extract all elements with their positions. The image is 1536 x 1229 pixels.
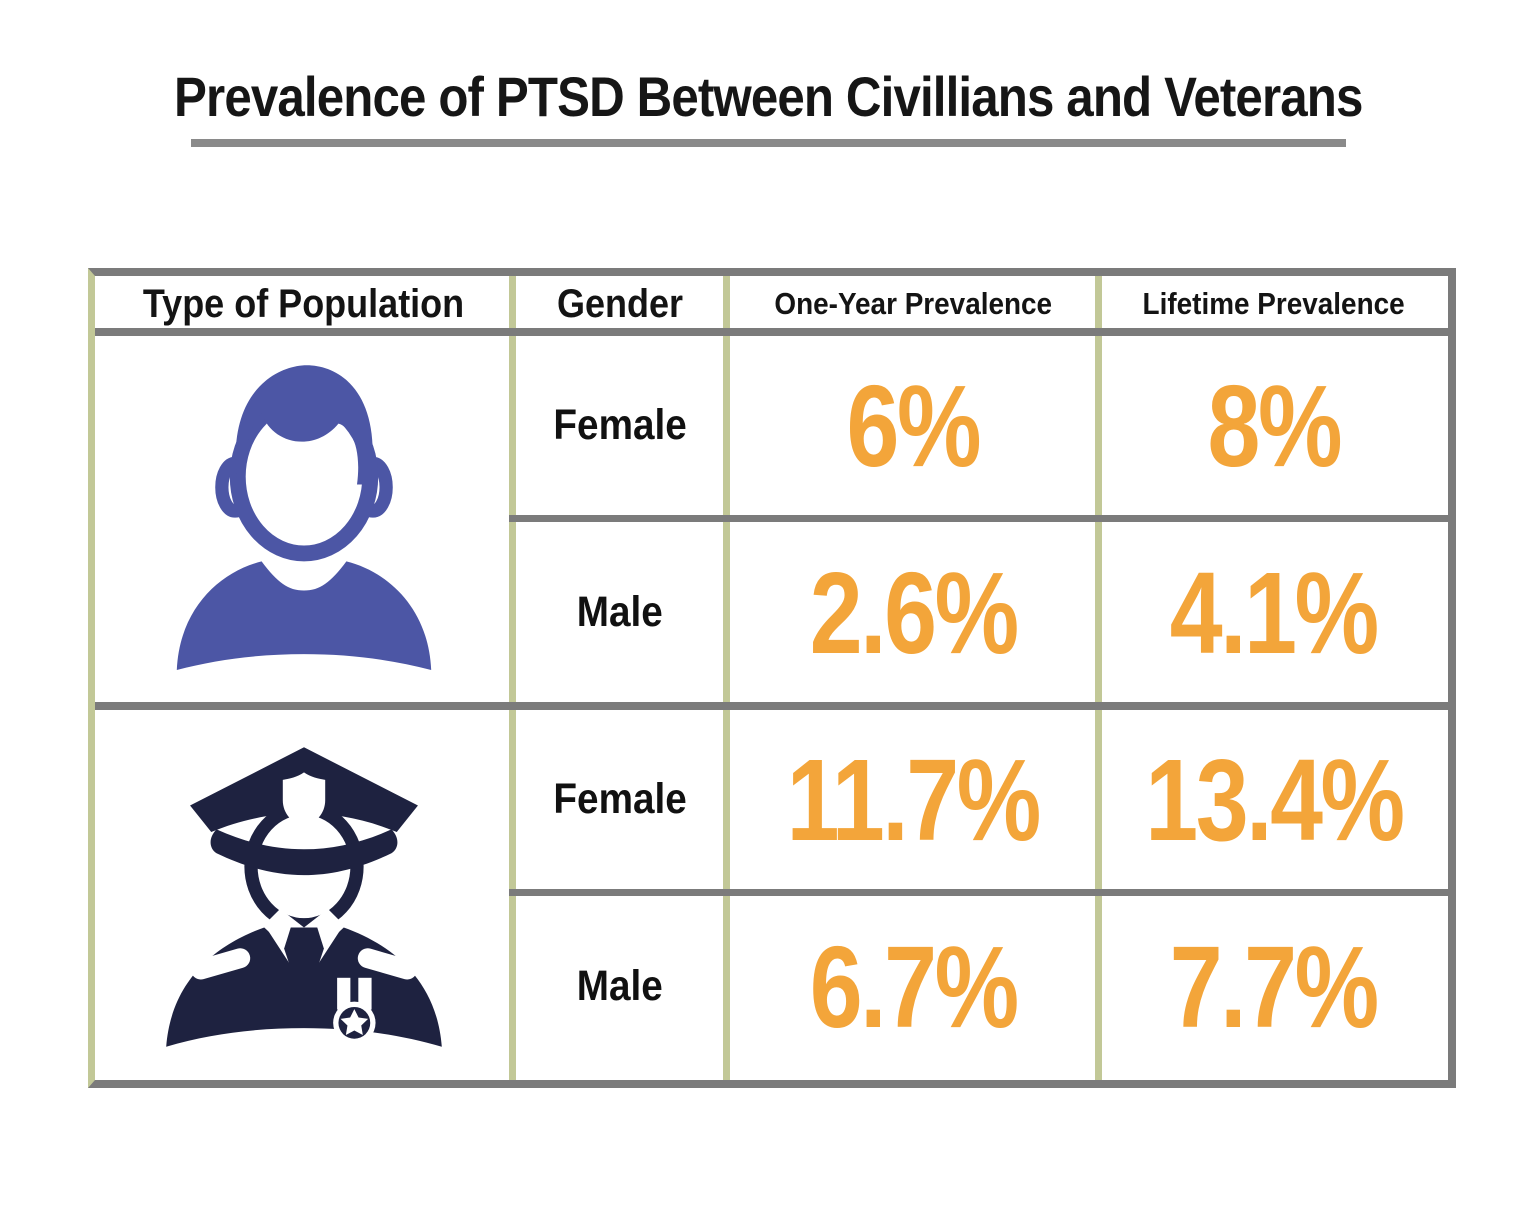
- value-cell-one-year: 2.6%: [727, 519, 1099, 706]
- gender-cell: Female: [513, 706, 727, 893]
- row-divider: [509, 515, 1448, 522]
- value-cell-lifetime: 7.7%: [1099, 893, 1448, 1080]
- column-divider: [1095, 276, 1102, 1080]
- column-header-label: Lifetime Prevalence: [1142, 286, 1405, 321]
- ptsd-prevalence-table: Type of Population Gender One-Year Preva…: [88, 268, 1456, 1088]
- column-header-gender: Gender: [513, 276, 727, 332]
- civilian-avatar-icon: [145, 360, 463, 678]
- value-label: 2.6%: [809, 547, 1019, 678]
- value-label: 11.7%: [786, 734, 1042, 865]
- column-header-one-year: One-Year Prevalence: [727, 276, 1099, 332]
- column-header-label: Type of Population: [143, 281, 465, 326]
- page-title: Prevalence of PTSD Between Civillians an…: [173, 65, 1363, 128]
- column-header-population: Type of Population: [95, 276, 513, 332]
- veteran-officer-icon: [145, 734, 463, 1052]
- gender-label: Female: [553, 775, 687, 823]
- header-divider: [95, 328, 1448, 336]
- title-underline: [190, 139, 1346, 147]
- gender-cell: Male: [513, 519, 727, 706]
- column-header-label: Gender: [556, 281, 684, 326]
- value-cell-one-year: 6%: [727, 332, 1099, 519]
- value-cell-one-year: 11.7%: [727, 706, 1099, 893]
- section-divider: [95, 702, 1448, 710]
- title-block: Prevalence of PTSD Between Civillians an…: [0, 64, 1536, 147]
- value-label: 6%: [846, 360, 982, 491]
- value-label: 4.1%: [1170, 547, 1379, 678]
- table-grid: Type of Population Gender One-Year Preva…: [95, 276, 1448, 1080]
- population-cell-civilian: [95, 332, 513, 706]
- gender-label: Male: [576, 962, 664, 1010]
- column-header-label: One-Year Prevalence: [774, 286, 1052, 321]
- value-cell-one-year: 6.7%: [727, 893, 1099, 1080]
- gender-cell: Female: [513, 332, 727, 519]
- value-label: 13.4%: [1144, 734, 1405, 865]
- gender-label: Female: [553, 401, 687, 449]
- gender-cell: Male: [513, 893, 727, 1080]
- column-header-lifetime: Lifetime Prevalence: [1099, 276, 1448, 332]
- gender-label: Male: [576, 588, 664, 636]
- row-divider: [509, 889, 1448, 896]
- column-divider: [723, 276, 730, 1080]
- value-label: 7.7%: [1170, 921, 1379, 1052]
- column-divider: [509, 276, 516, 1080]
- value-label: 8%: [1207, 360, 1342, 491]
- value-cell-lifetime: 8%: [1099, 332, 1448, 519]
- value-label: 6.7%: [809, 921, 1019, 1052]
- value-cell-lifetime: 4.1%: [1099, 519, 1448, 706]
- value-cell-lifetime: 13.4%: [1099, 706, 1448, 893]
- population-cell-veteran: [95, 706, 513, 1080]
